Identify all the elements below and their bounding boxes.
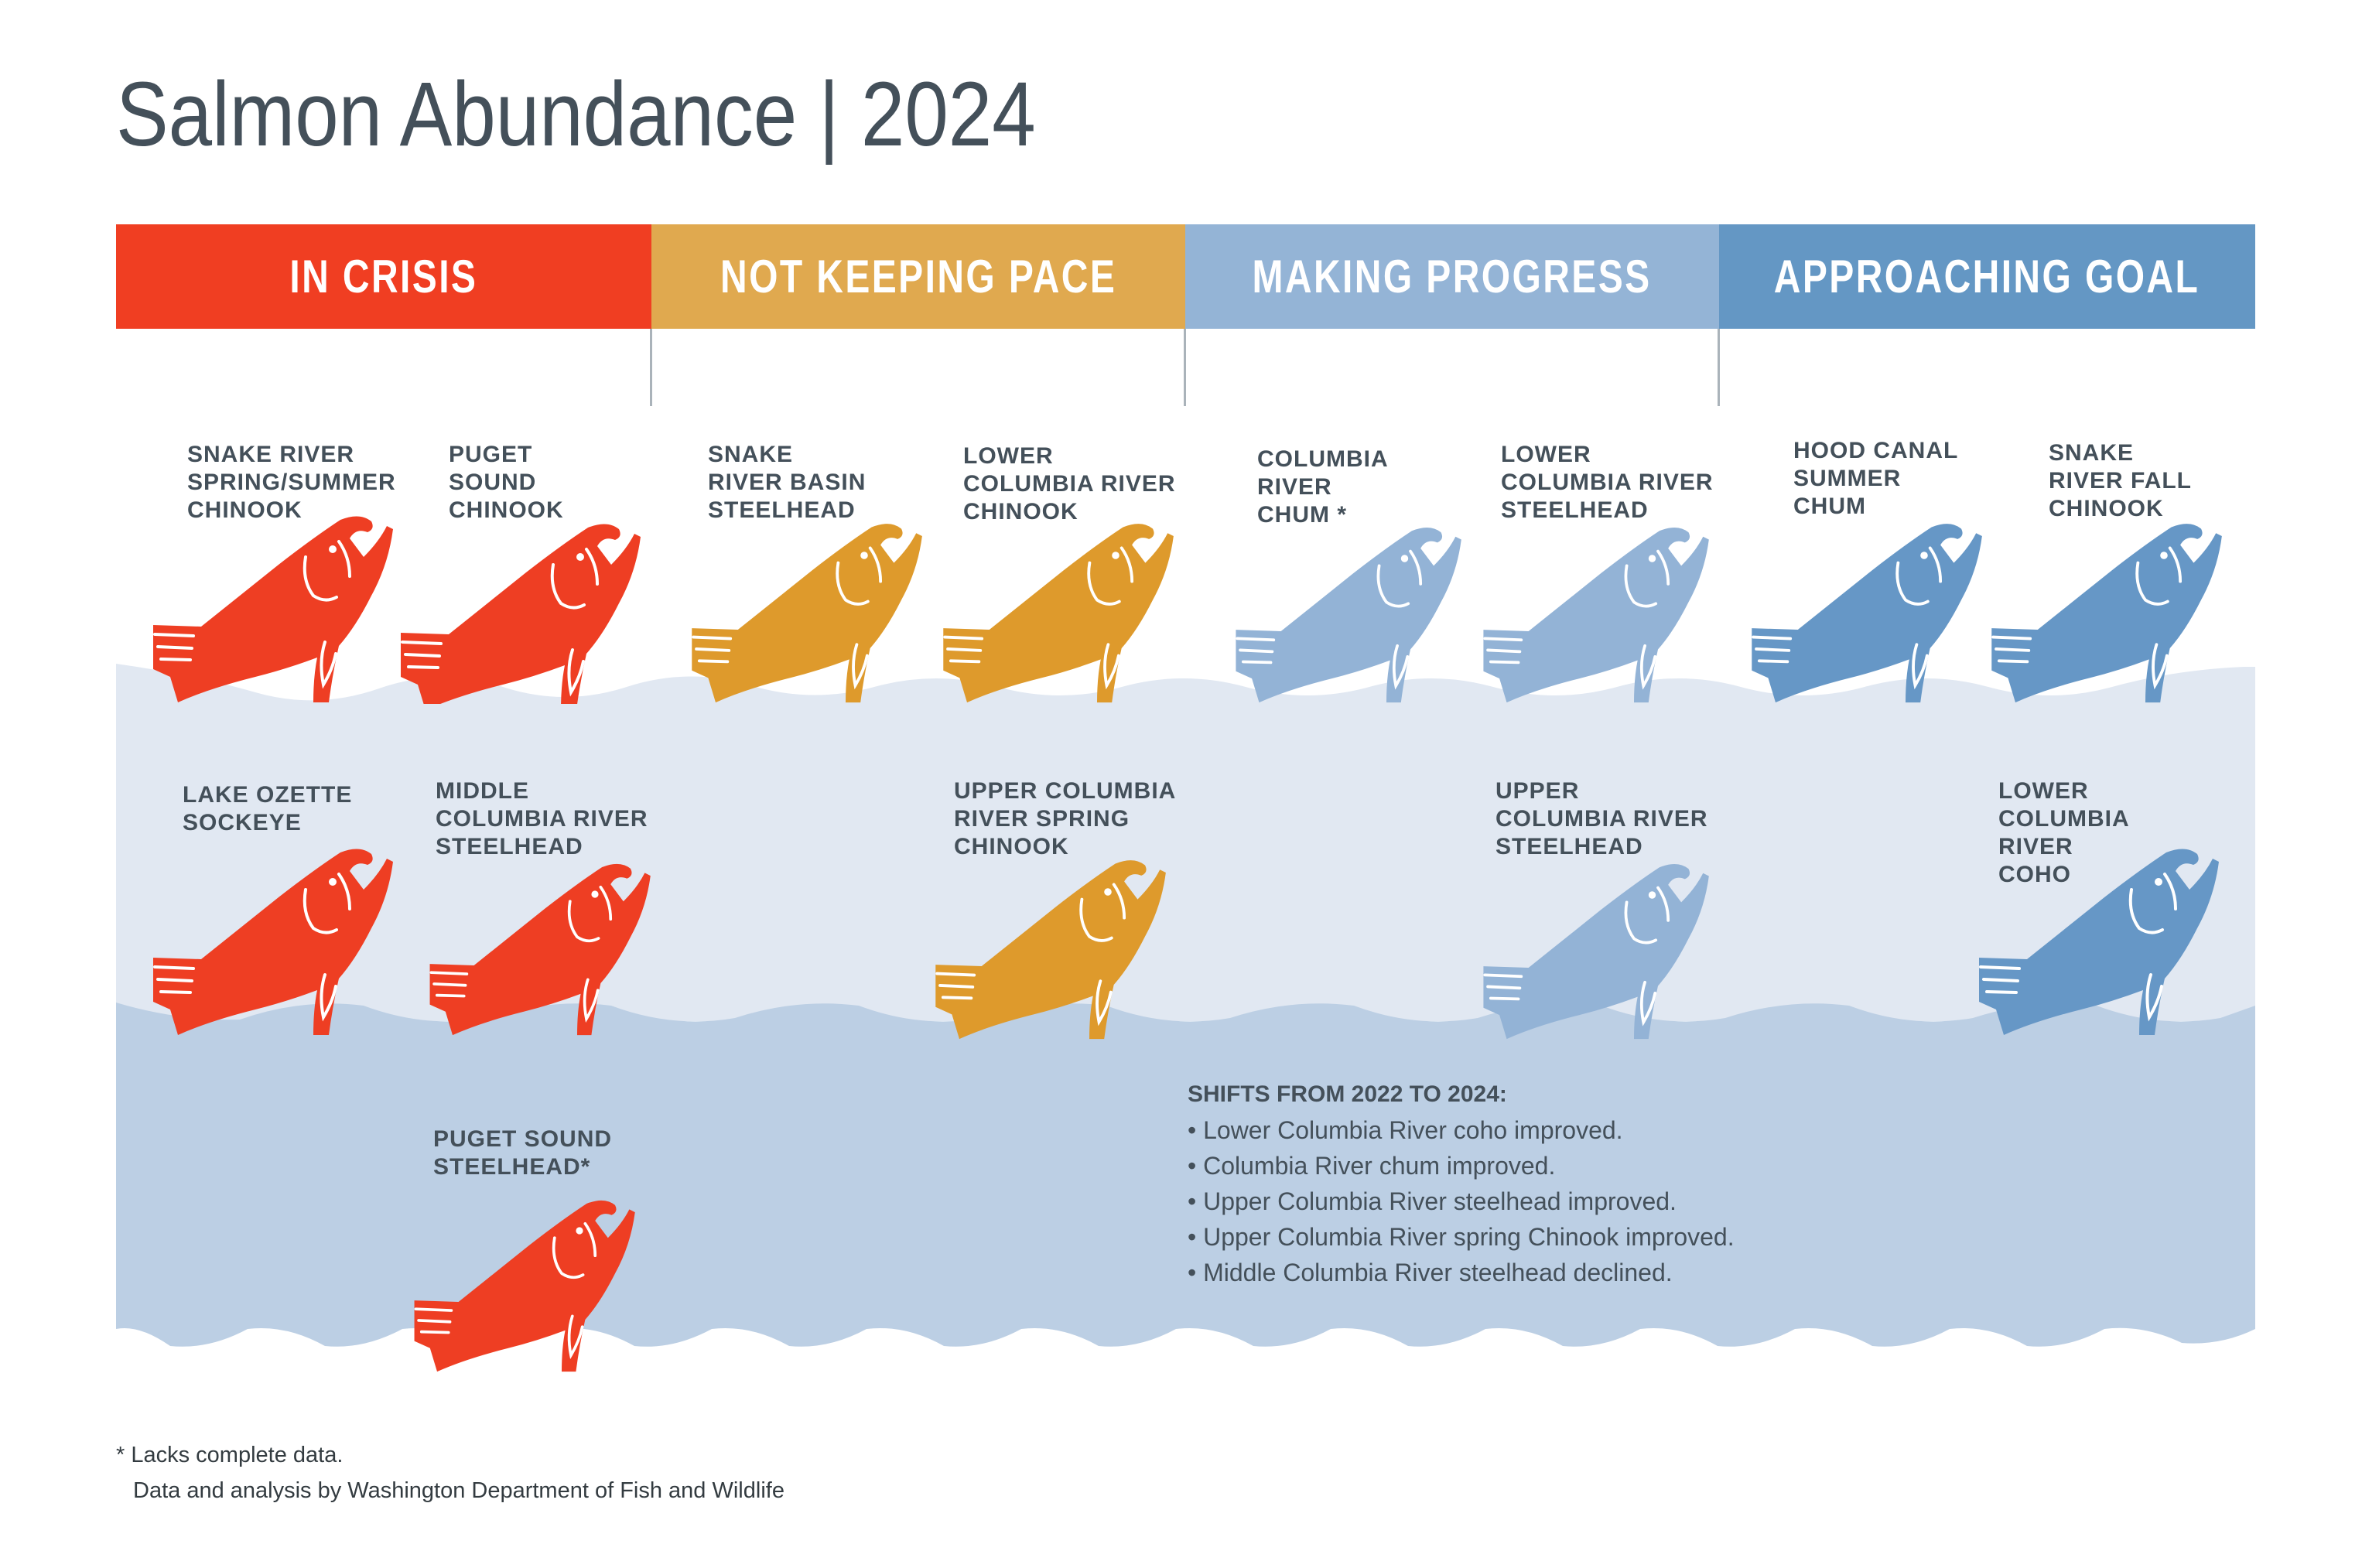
water-upper-band [116,664,2255,1021]
species-label: LOWER COLUMBIA RIVER CHINOOK [963,443,1176,524]
shift-item: Lower Columbia River coho improved. [1188,1112,1735,1148]
salmon-icon [935,860,1166,1040]
species-label: UPPER COLUMBIA RIVER SPRING CHINOOK [954,778,1177,859]
species-label: LAKE OZETTE SOCKEYE [183,782,353,835]
salmon-icon [1483,528,1709,703]
salmon-icon [414,1200,635,1372]
shifts-heading: SHIFTS FROM 2022 TO 2024: [1188,1081,1507,1107]
species-label: LOWER COLUMBIA RIVER STEELHEAD [1501,442,1714,523]
salmon-icon [153,849,393,1035]
species-label: SNAKE RIVER BASIN STEELHEAD [708,442,867,523]
species-label: PUGET SOUND CHINOOK [449,442,564,523]
salmon-icon [1483,864,1709,1040]
footnote-block: * Lacks complete data. Data and analysis… [116,1437,784,1508]
shift-item: Columbia River chum improved. [1188,1148,1735,1184]
salmon-icon [943,524,1174,703]
salmon-icon [1752,524,1982,703]
species-label: SNAKE RIVER FALL CHINOOK [2049,440,2193,521]
salmon-icon [1979,849,2219,1035]
page-title: Salmon Abundance | 2024 [116,63,1036,166]
shifts-summary: SHIFTS FROM 2022 TO 2024: Lower Columbia… [1188,1077,1735,1290]
category-making-progress: MAKING PROGRESS [1185,224,1719,329]
species-label: LOWER COLUMBIA RIVER COHO [1998,778,2130,887]
salmon-icon [1236,528,1461,703]
category-divider [650,329,652,406]
data-source: Data and analysis by Washington Departme… [133,1478,784,1503]
shift-item: Middle Columbia River steelhead declined… [1188,1255,1735,1290]
salmon-icon [692,524,922,703]
species-label: COLUMBIA RIVER CHUM * [1257,446,1389,528]
category-approaching-goal: APPROACHING GOAL [1719,224,2255,329]
salmon-icon [153,516,393,702]
shift-item: Upper Columbia River spring Chinook impr… [1188,1219,1735,1255]
species-label: SNAKE RIVER SPRING/SUMMER CHINOOK [187,442,396,523]
salmon-icon [401,524,641,704]
species-label: PUGET SOUND STEELHEAD* [433,1126,613,1180]
species-label: HOOD CANAL SUMMER CHUM [1793,438,1959,519]
shift-item: Upper Columbia River steelhead improved. [1188,1184,1735,1219]
species-label: MIDDLE COLUMBIA RIVER STEELHEAD [436,778,648,859]
footnote: * Lacks complete data. [116,1443,344,1467]
category-in-crisis: IN CRISIS [116,224,651,329]
salmon-icon [1991,524,2222,703]
category-divider [1184,329,1186,406]
category-not-keeping-pace: NOT KEEPING PACE [651,224,1185,329]
species-label: UPPER COLUMBIA RIVER STEELHEAD [1495,778,1708,859]
shifts-list: Lower Columbia River coho improved. Colu… [1188,1112,1735,1290]
salmon-icon [429,863,651,1036]
category-divider [1718,329,1720,406]
